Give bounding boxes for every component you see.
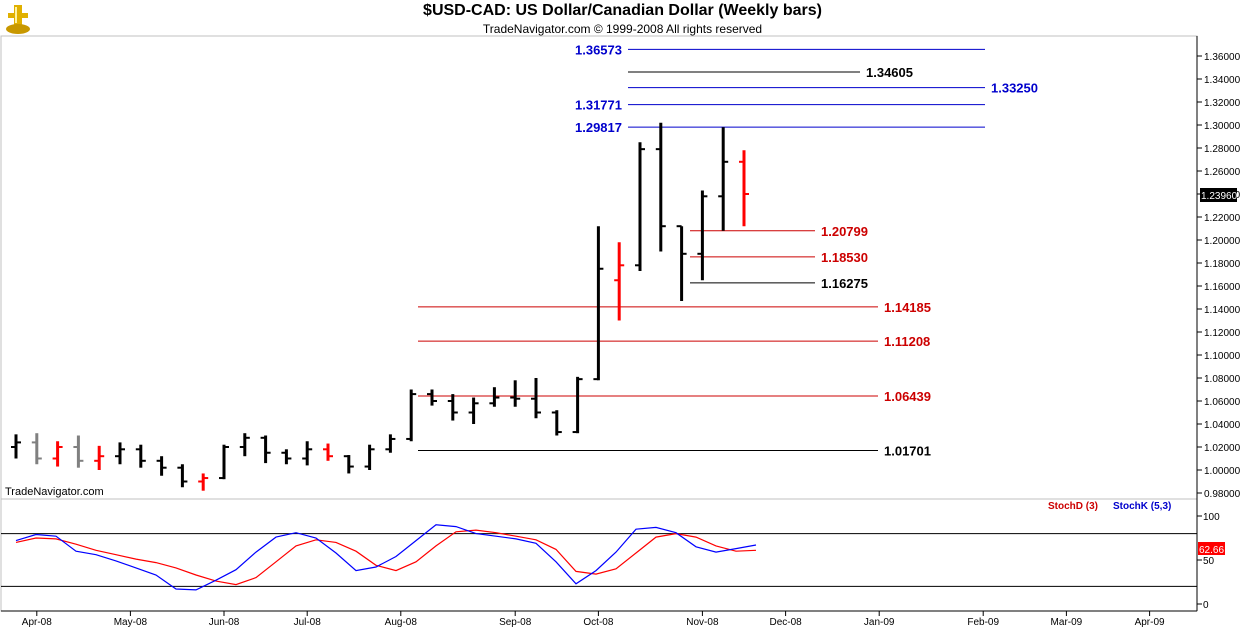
level-label: 1.31771: [575, 98, 622, 113]
y-tick-label: 1.36000: [1204, 52, 1241, 63]
ohlc-bar: [239, 433, 250, 457]
level-label: 1.18530: [821, 250, 868, 265]
level-label: 1.14185: [884, 300, 931, 315]
ohlc-bar: [510, 380, 521, 407]
stochK-line: [15, 524, 757, 591]
x-tick-label: Jan-09: [864, 617, 895, 628]
copyright-subtitle: TradeNavigator.com © 1999-2008 All right…: [482, 22, 763, 36]
stochK-legend: StochK (5,3): [1113, 501, 1171, 512]
y-tick-label: 1.26000: [1204, 167, 1241, 178]
stochD-legend: StochD (3): [1048, 501, 1098, 512]
level-label: 1.20799: [821, 224, 868, 239]
ohlc-bar: [614, 242, 625, 321]
ohlc-bar: [593, 226, 604, 381]
stoch-panel-frame: [0, 498, 1198, 612]
y-tick-label: 1.08000: [1204, 374, 1241, 385]
chart-title: $USD-CAD: US Dollar/Canadian Dollar (Wee…: [423, 2, 822, 19]
y-tick-label: 1.06000: [1204, 397, 1241, 408]
ohlc-bar: [323, 443, 333, 461]
y-tick-label: 1.34000: [1204, 75, 1241, 86]
ohlc-bar: [31, 433, 42, 465]
ohlc-bar: [94, 445, 105, 470]
ohlc-bar: [468, 397, 479, 424]
ohlc-bar: [73, 435, 84, 468]
ohlc-bar: [676, 225, 687, 301]
ohlc-bar: [219, 444, 229, 480]
ohlc-bar: [52, 441, 63, 467]
ohlc-bar: [177, 464, 188, 488]
y-tick-label: 1.16000: [1204, 282, 1241, 293]
trade-navigator-logo: [4, 3, 32, 35]
level-label: 1.16275: [821, 276, 868, 291]
x-tick-label: Mar-09: [1051, 617, 1083, 628]
x-tick-label: Feb-09: [967, 617, 999, 628]
stoch-last-box: [1198, 542, 1225, 555]
ohlc-bar: [343, 455, 354, 474]
ohlc-bar: [364, 444, 375, 470]
ohlc-bar: [406, 389, 417, 442]
x-tick-label: Oct-08: [583, 617, 613, 628]
x-tick-label: Apr-08: [22, 617, 52, 628]
last-price-box: [1200, 188, 1237, 202]
level-label: 1.06439: [884, 389, 931, 404]
level-label: 1.11208: [884, 334, 930, 349]
y-tick-label: 1.18000: [1204, 259, 1241, 270]
ohlc-bar: [427, 389, 437, 406]
y-tick-label: 1.14000: [1204, 305, 1241, 316]
level-label: 1.34605: [866, 65, 913, 80]
stoch-last-label: 62.66: [1199, 545, 1224, 556]
y-tick-label: 1.30000: [1204, 121, 1241, 132]
x-tick-label: Dec-08: [769, 617, 802, 628]
y-tick-label: 0.98000: [1204, 489, 1241, 500]
y-tick-label: 1.02000: [1204, 443, 1241, 454]
ohlc-bar: [198, 473, 209, 491]
ohlc-bar: [551, 410, 562, 436]
x-tick-label: May-08: [114, 617, 148, 628]
ohlc-bar: [697, 190, 708, 281]
x-tick-label: Apr-09: [1135, 617, 1165, 628]
last-price-label: 1.23960: [1201, 191, 1238, 202]
level-label: 1.33250: [991, 81, 1038, 96]
y-tick-label: 1.22000: [1204, 213, 1241, 224]
ohlc-bar: [302, 441, 313, 466]
y-tick-label: 1.10000: [1204, 351, 1241, 362]
y-tick-label: 1.28000: [1204, 144, 1241, 155]
y-tick-label: 1.20000: [1204, 236, 1241, 247]
ohlc-bar: [156, 456, 167, 476]
level-label: 1.29817: [575, 120, 622, 135]
ohlc-bar: [135, 444, 146, 468]
ohlc-bar: [739, 150, 749, 227]
ohlc-bar: [115, 442, 125, 465]
stoch-tick-label: 100: [1203, 512, 1220, 523]
y-tick-label: 1.00000: [1204, 466, 1241, 477]
x-tick-label: Jul-08: [294, 617, 322, 628]
level-label: 1.01701: [884, 443, 931, 458]
ohlc-bar: [385, 434, 396, 453]
y-tick-label: 1.04000: [1204, 420, 1241, 431]
stoch-tick-label: 50: [1203, 556, 1215, 567]
ohlc-bar: [531, 378, 541, 419]
ohlc-bar: [260, 435, 271, 464]
y-tick-label: 1.12000: [1204, 328, 1241, 339]
x-tick-label: Jun-08: [209, 617, 240, 628]
ohlc-bar: [572, 376, 583, 434]
ohlc-bar: [655, 122, 666, 252]
ohlc-bar: [489, 387, 500, 407]
x-tick-label: Nov-08: [686, 617, 719, 628]
watermark: TradeNavigator.com: [5, 486, 104, 498]
level-label: 1.36573: [575, 42, 622, 57]
stochD-line: [15, 529, 757, 586]
ohlc-bar: [447, 394, 458, 421]
x-tick-label: Sep-08: [499, 617, 532, 628]
ohlc-bar: [11, 434, 21, 459]
y-tick-label: 1.32000: [1204, 98, 1241, 109]
ohlc-bar: [718, 127, 729, 231]
x-tick-label: Aug-08: [385, 617, 418, 628]
ohlc-bar: [281, 449, 292, 465]
ohlc-bar: [635, 142, 645, 272]
stoch-tick-label: 0: [1203, 600, 1209, 611]
